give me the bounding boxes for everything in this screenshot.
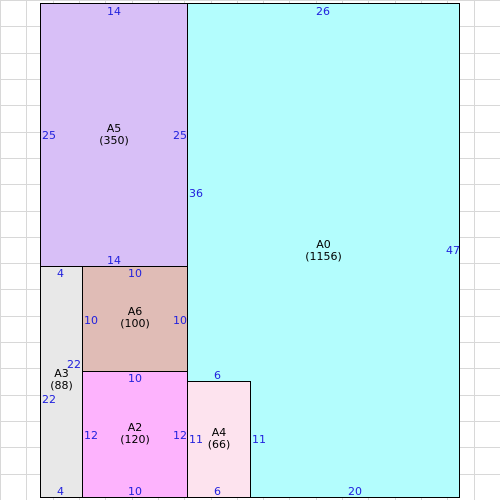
rect-a6: A6 (100) [82, 266, 188, 372]
dim-a6-right: 10 [173, 314, 187, 327]
dim-a4-bottom: 6 [214, 485, 221, 498]
dim-a6-left: 10 [84, 314, 98, 327]
rect-a6-name: A6 [127, 305, 143, 318]
rect-a2-name: A2 [127, 421, 143, 434]
rect-a3-label: A3 (88) [41, 368, 82, 392]
rect-a5: A5 (350) [40, 3, 188, 267]
rect-a2-label: A2 (120) [83, 422, 187, 446]
rect-a6-area: (100) [120, 317, 150, 330]
dim-a5-bottom: 14 [107, 254, 121, 267]
rect-a6-label: A6 (100) [83, 306, 187, 330]
rect-a4-name: A4 [211, 426, 227, 439]
dim-a3-bottom: 4 [57, 485, 64, 498]
rect-a3-area: (88) [50, 379, 73, 392]
dim-a5-right: 25 [173, 129, 187, 142]
rect-a4-area: (66) [207, 438, 231, 451]
rect-a4: A4 (66) [187, 381, 251, 498]
dim-a2-right: 12 [173, 429, 187, 442]
dim-a5-left: 25 [42, 129, 56, 142]
dim-a0-top: 26 [316, 5, 330, 18]
dim-a3-right: 22 [67, 358, 81, 371]
rect-a2-area: (120) [120, 433, 150, 446]
rect-a3-name: A3 [54, 367, 69, 380]
dim-a3-left: 22 [42, 393, 56, 406]
dim-a0-right: 47 [446, 244, 460, 257]
dim-a4-left: 11 [189, 433, 203, 446]
dim-a2-bottom: 10 [128, 485, 142, 498]
dim-a3-top: 4 [57, 267, 64, 280]
rect-a4-label: A4 (66) [188, 427, 250, 451]
dim-a0-bottom: 20 [348, 485, 362, 498]
dim-a2-left: 12 [84, 429, 98, 442]
dim-a5-top: 14 [107, 5, 121, 18]
rect-a5-label: A5 (350) [41, 123, 187, 147]
dim-a4-top: 6 [214, 369, 221, 382]
rect-a0-label: A0 (1156) [188, 239, 459, 263]
rect-a5-name: A5 [106, 122, 122, 135]
dim-a2-top: 10 [128, 372, 142, 385]
rect-a0-name: A0 [316, 238, 331, 251]
dim-a4-right: 11 [252, 433, 266, 446]
rect-a3: A3 (88) [40, 266, 83, 498]
rect-a0-area: (1156) [305, 250, 342, 263]
rect-a5-area: (350) [99, 134, 129, 147]
dim-a0-left: 36 [189, 187, 203, 200]
dim-a6-top: 10 [128, 267, 142, 280]
